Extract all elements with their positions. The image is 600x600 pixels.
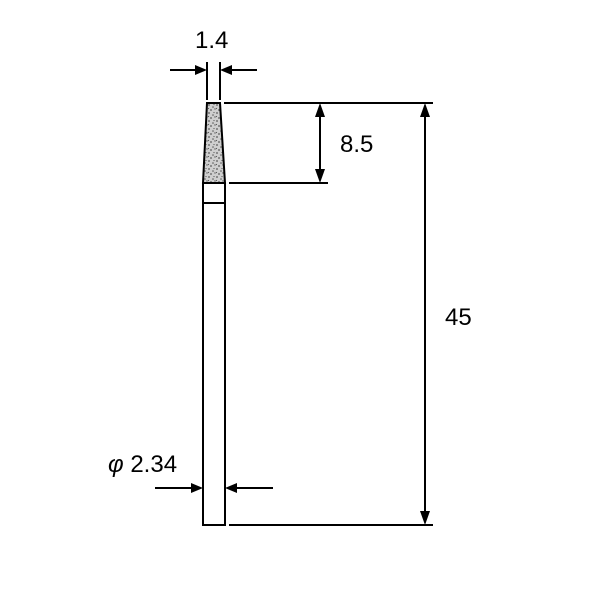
- dim-shaft-diameter-label: φ 2.34: [108, 451, 177, 478]
- dim-total-length-label: 45: [445, 304, 472, 331]
- tool-shaft: [203, 203, 225, 525]
- dim-tip-length: 8.5: [224, 103, 373, 183]
- dimension-drawing: 1.4 8.5 45 φ 2.34: [0, 0, 600, 600]
- dim-tip-width: 1.4: [170, 27, 257, 100]
- dim-total-length: 45: [224, 103, 472, 525]
- dim-tip-width-label: 1.4: [195, 27, 228, 54]
- phi-symbol: φ: [108, 451, 130, 478]
- tool-cone: [203, 183, 225, 203]
- tool-tip: [203, 103, 225, 183]
- dim-shaft-diameter: φ 2.34: [108, 451, 273, 493]
- dim-tip-length-label: 8.5: [340, 131, 373, 158]
